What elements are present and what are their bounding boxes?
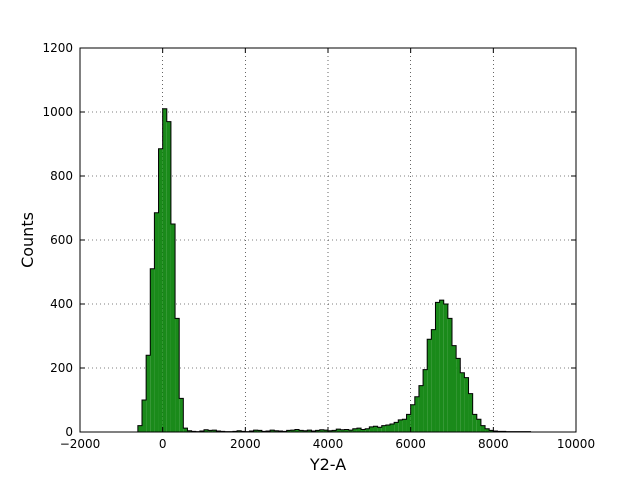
- histogram-bar: [183, 428, 188, 432]
- histogram-bar: [175, 318, 180, 432]
- histogram-bar: [328, 430, 333, 432]
- histogram-bar: [290, 430, 295, 432]
- histogram-bar: [274, 430, 279, 432]
- x-tick-label: −2000: [60, 437, 101, 451]
- histogram-bar: [394, 422, 399, 432]
- histogram-bar: [377, 427, 382, 432]
- y-tick-label: 1000: [42, 105, 73, 119]
- histogram-bar: [237, 430, 242, 432]
- histogram-bar: [423, 369, 428, 432]
- histogram-bar: [286, 430, 291, 432]
- x-tick-label: 2000: [230, 437, 261, 451]
- y-tick-label: 1200: [42, 41, 73, 55]
- histogram-bar: [456, 358, 461, 432]
- histogram-bar: [319, 429, 324, 432]
- y-tick-label: 200: [50, 361, 73, 375]
- x-axis-label: Y2-A: [309, 455, 346, 474]
- histogram-bar: [137, 425, 142, 432]
- histogram-bar: [476, 419, 481, 432]
- histogram-bar: [212, 430, 217, 432]
- histogram-bar: [361, 429, 366, 432]
- histogram-bar: [348, 430, 353, 432]
- x-tick-label: 0: [159, 437, 167, 451]
- histogram-bar: [146, 355, 151, 432]
- histogram-bar: [414, 396, 419, 432]
- histogram-bar: [410, 404, 415, 432]
- histogram-bar: [187, 430, 192, 432]
- x-axis-ticks: −2000 0 2000 4000 6000 8000 10000: [60, 48, 595, 451]
- histogram-bar: [142, 400, 147, 432]
- x-tick-label: 4000: [313, 437, 344, 451]
- histogram-bar: [257, 430, 262, 432]
- histogram-bar: [208, 430, 213, 432]
- histogram-bar: [154, 212, 159, 432]
- histogram-bar: [452, 345, 457, 432]
- y-axis-ticks: 0 200 400 600 800 1000 1200: [42, 41, 576, 439]
- histogram-bar: [390, 424, 395, 432]
- histogram-bar: [406, 414, 411, 432]
- histogram-bar: [418, 385, 424, 432]
- histogram-bar: [253, 430, 258, 432]
- histogram-bar: [150, 268, 155, 432]
- y-tick-label: 800: [50, 169, 73, 183]
- histogram-bar: [439, 300, 444, 432]
- histogram-bar: [204, 429, 209, 432]
- histogram-bar: [435, 302, 440, 432]
- histogram-bar: [443, 304, 448, 432]
- histogram-bar: [307, 430, 312, 432]
- histogram-bar: [315, 430, 320, 432]
- histogram-bar: [373, 426, 378, 432]
- histogram-bar: [303, 430, 308, 432]
- histogram-bar: [365, 428, 370, 432]
- histogram-bar: [385, 424, 390, 432]
- histogram-bar: [447, 318, 452, 432]
- histogram-bar: [381, 425, 386, 432]
- histogram-bar: [336, 429, 341, 432]
- histogram-bar: [352, 428, 357, 432]
- histogram-bar: [485, 428, 490, 432]
- histogram-bar: [489, 430, 494, 432]
- histogram-bar: [460, 372, 465, 432]
- histogram-bar: [344, 429, 349, 432]
- histogram-bar: [162, 108, 167, 433]
- histogram-bars: [137, 108, 532, 433]
- y-axis-label: Counts: [18, 212, 37, 268]
- histogram-bar: [464, 377, 469, 432]
- y-tick-label: 600: [50, 233, 73, 247]
- histogram-bar: [323, 430, 328, 432]
- histogram-bar: [170, 224, 176, 432]
- histogram-bar: [369, 426, 374, 432]
- histogram-bar: [332, 430, 337, 432]
- histogram-bar: [158, 148, 163, 433]
- histogram-bar: [431, 329, 436, 432]
- y-tick-label: 400: [50, 297, 73, 311]
- y-tick-label: 0: [65, 425, 73, 439]
- x-tick-label: 10000: [557, 437, 595, 451]
- histogram-bar: [402, 419, 407, 432]
- histogram-bar: [166, 121, 171, 432]
- histogram-bar: [356, 428, 362, 432]
- x-tick-label: 8000: [478, 437, 509, 451]
- histogram-bar: [299, 430, 304, 432]
- histogram-bar: [480, 425, 486, 432]
- histogram-bar: [294, 429, 300, 432]
- x-tick-label: 6000: [395, 437, 426, 451]
- histogram-bar: [179, 398, 184, 432]
- histogram-bar: [472, 414, 477, 432]
- histogram-bar: [270, 430, 275, 432]
- histogram-bar: [468, 393, 473, 432]
- histogram-bar: [427, 339, 432, 432]
- histogram-bar: [398, 419, 403, 432]
- histogram-bar: [340, 429, 345, 432]
